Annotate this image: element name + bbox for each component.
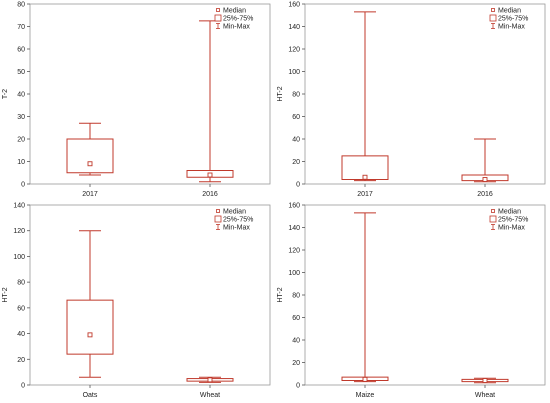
y-tick-label: 10 xyxy=(17,159,25,166)
y-tick-label: 120 xyxy=(288,47,300,54)
legend-median-marker xyxy=(216,209,220,213)
y-axis-title: HT-2 xyxy=(2,287,9,302)
x-tick-label: 2017 xyxy=(357,191,373,198)
chart-panel-t2-year: 0 10 20 30 40 50 60 70 80 T-2 2017 2016 Median 25%-75… xyxy=(0,0,275,201)
legend-iqr-box xyxy=(214,14,222,22)
y-axis-title: HT-2 xyxy=(277,287,284,302)
plot-frame xyxy=(304,204,546,386)
y-tick-label: 0 xyxy=(21,383,25,390)
y-tick-label: 70 xyxy=(17,24,25,31)
chart-panel-ht2-year: 0 20 40 60 80 100 120 140 160 HT-2 2017 2016 Median 2… xyxy=(275,0,550,201)
y-tick-label: 20 xyxy=(292,360,300,367)
median-marker xyxy=(362,174,368,180)
median-marker xyxy=(207,172,213,178)
x-tick-label: Wheat xyxy=(475,392,495,399)
legend-range-label: Min-Max xyxy=(498,225,525,232)
y-tick-label: 140 xyxy=(288,24,300,31)
legend-iqr-label: 25%-75% xyxy=(223,217,253,224)
legend-median-label: Median xyxy=(223,209,246,216)
plot-frame xyxy=(304,3,546,185)
y-axis-title: T-2 xyxy=(2,89,9,99)
y-tick-label: 60 xyxy=(17,47,25,54)
x-tick-label: 2016 xyxy=(477,191,493,198)
y-tick-label: 120 xyxy=(288,248,300,255)
y-tick-label: 20 xyxy=(292,159,300,166)
legend-median-marker xyxy=(491,209,495,213)
chart-svg-ht2-year: 0 20 40 60 80 100 120 140 160 HT-2 2017 2016 Median2… xyxy=(277,2,546,198)
chart-svg-t2-year: 0 10 20 30 40 50 60 70 80 T-2 2017 2016 Median25%-75… xyxy=(2,2,271,198)
legend-range-label: Min-Max xyxy=(223,24,250,31)
legend-iqr-label: 25%-75% xyxy=(498,217,528,224)
legend-iqr-label: 25%-75% xyxy=(498,16,528,23)
legend-iqr-box xyxy=(489,14,497,22)
legend-iqr-box xyxy=(214,215,222,223)
chart-panel-ht2-cereal: 0 20 40 60 80 100 120 140 HT-2 Oats Wheat Median 25%… xyxy=(0,201,275,402)
y-tick-label: 100 xyxy=(13,254,25,261)
median-marker xyxy=(207,377,213,383)
y-tick-label: 140 xyxy=(13,203,25,210)
legend-iqr-label: 25%-75% xyxy=(223,16,253,23)
y-tick-label: 40 xyxy=(17,92,25,99)
iqr-box xyxy=(66,138,114,174)
x-tick-label: 2016 xyxy=(202,191,218,198)
chart-panel-ht2-maize: 0 20 40 60 80 100 120 140 160 HT-2 Maize Wheat Media… xyxy=(275,201,550,402)
y-tick-label: 160 xyxy=(288,2,300,9)
median-marker xyxy=(87,161,93,167)
chart-svg-ht2-maize: 0 20 40 60 80 100 120 140 160 HT-2 Maize Wheat Media… xyxy=(277,203,546,399)
y-tick-label: 60 xyxy=(17,305,25,312)
y-tick-label: 0 xyxy=(296,383,300,390)
y-tick-label: 80 xyxy=(17,280,25,287)
y-tick-label: 0 xyxy=(296,182,300,189)
y-axis-title: HT-2 xyxy=(277,86,284,101)
y-tick-label: 50 xyxy=(17,69,25,76)
y-tick-label: 160 xyxy=(288,203,300,210)
y-tick-label: 140 xyxy=(288,225,300,232)
x-tick-label: Maize xyxy=(356,392,375,399)
y-tick-label: 100 xyxy=(288,69,300,76)
legend-iqr-box xyxy=(489,215,497,223)
y-tick-label: 40 xyxy=(292,137,300,144)
x-tick-label: 2017 xyxy=(82,191,98,198)
legend-range-label: Min-Max xyxy=(223,225,250,232)
y-tick-label: 80 xyxy=(292,293,300,300)
y-tick-label: 60 xyxy=(292,114,300,121)
y-tick-label: 0 xyxy=(21,182,25,189)
legend-median-label: Median xyxy=(498,209,521,216)
x-tick-label: Oats xyxy=(83,392,98,399)
chart-svg-ht2-cereal: 0 20 40 60 80 100 120 140 HT-2 Oats Wheat Median25%… xyxy=(2,203,271,399)
iqr-box xyxy=(66,299,114,355)
x-tick-label: Wheat xyxy=(200,392,220,399)
y-tick-label: 40 xyxy=(17,331,25,338)
legend-median-marker xyxy=(491,8,495,12)
y-tick-label: 20 xyxy=(17,357,25,364)
median-marker xyxy=(87,332,93,338)
y-tick-label: 20 xyxy=(17,137,25,144)
y-tick-label: 60 xyxy=(292,315,300,322)
y-tick-label: 40 xyxy=(292,338,300,345)
y-tick-label: 30 xyxy=(17,114,25,121)
y-tick-label: 100 xyxy=(288,270,300,277)
y-tick-label: 80 xyxy=(17,2,25,9)
legend-median-marker xyxy=(216,8,220,12)
y-tick-label: 120 xyxy=(13,228,25,235)
legend-median-label: Median xyxy=(498,8,521,15)
median-marker xyxy=(482,378,488,383)
legend-median-label: Median xyxy=(223,8,246,15)
y-tick-label: 80 xyxy=(292,92,300,99)
median-marker xyxy=(362,376,368,382)
plot-frame xyxy=(29,3,271,185)
legend-range-label: Min-Max xyxy=(498,24,525,31)
median-marker xyxy=(482,177,488,182)
plot-frame xyxy=(29,204,271,386)
